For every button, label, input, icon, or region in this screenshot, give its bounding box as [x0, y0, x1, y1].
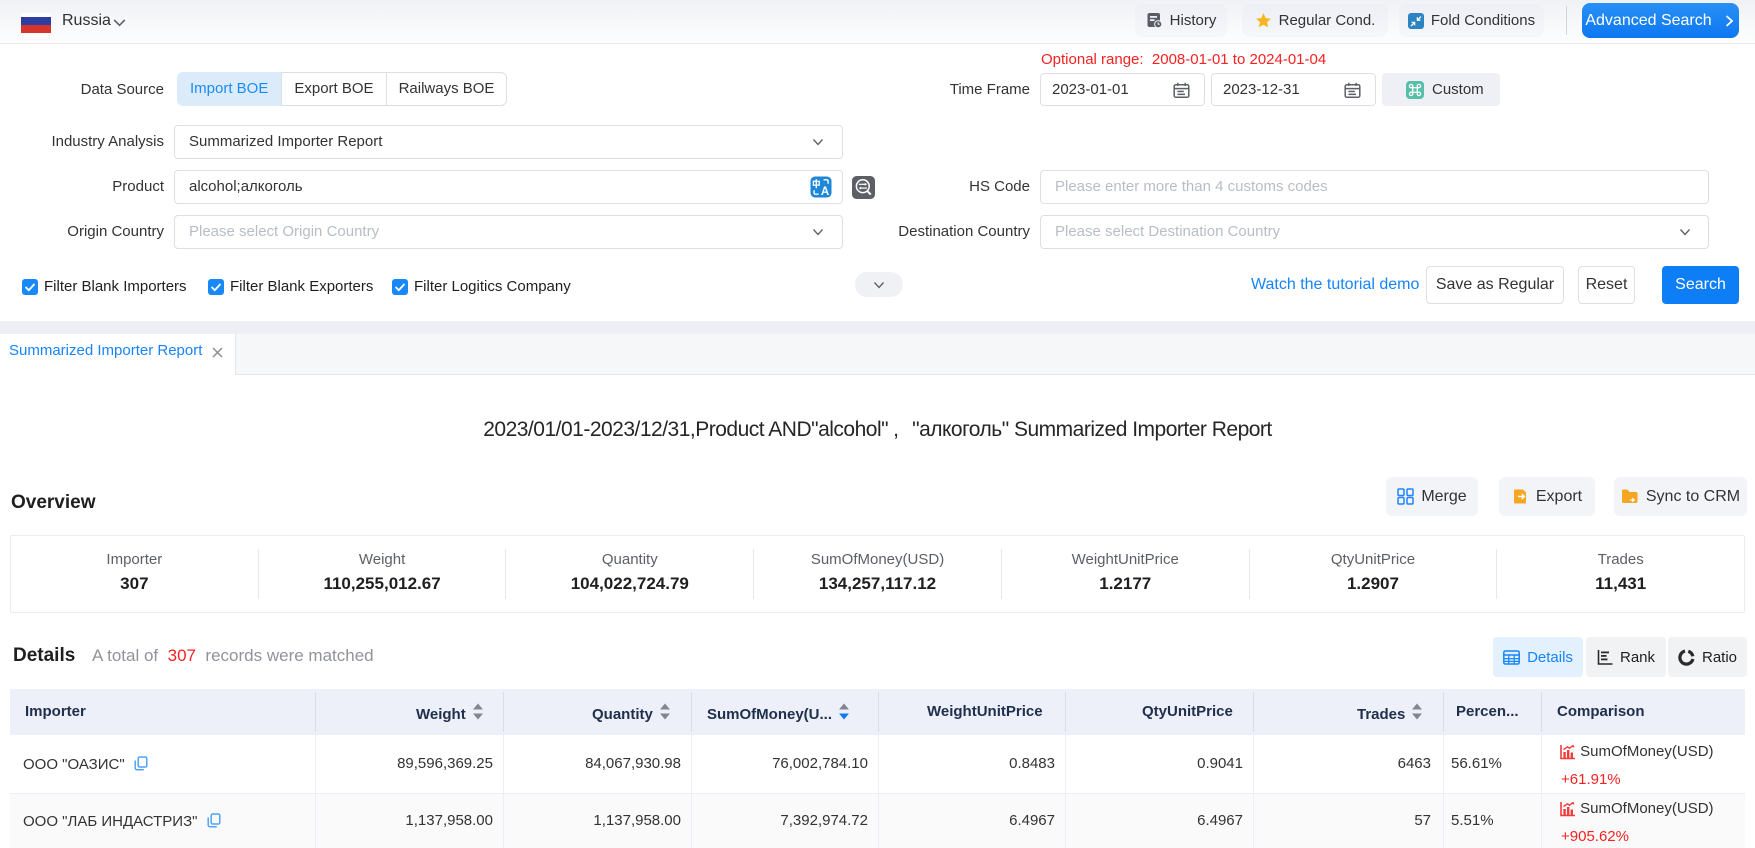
svg-text:A: A [821, 186, 829, 198]
